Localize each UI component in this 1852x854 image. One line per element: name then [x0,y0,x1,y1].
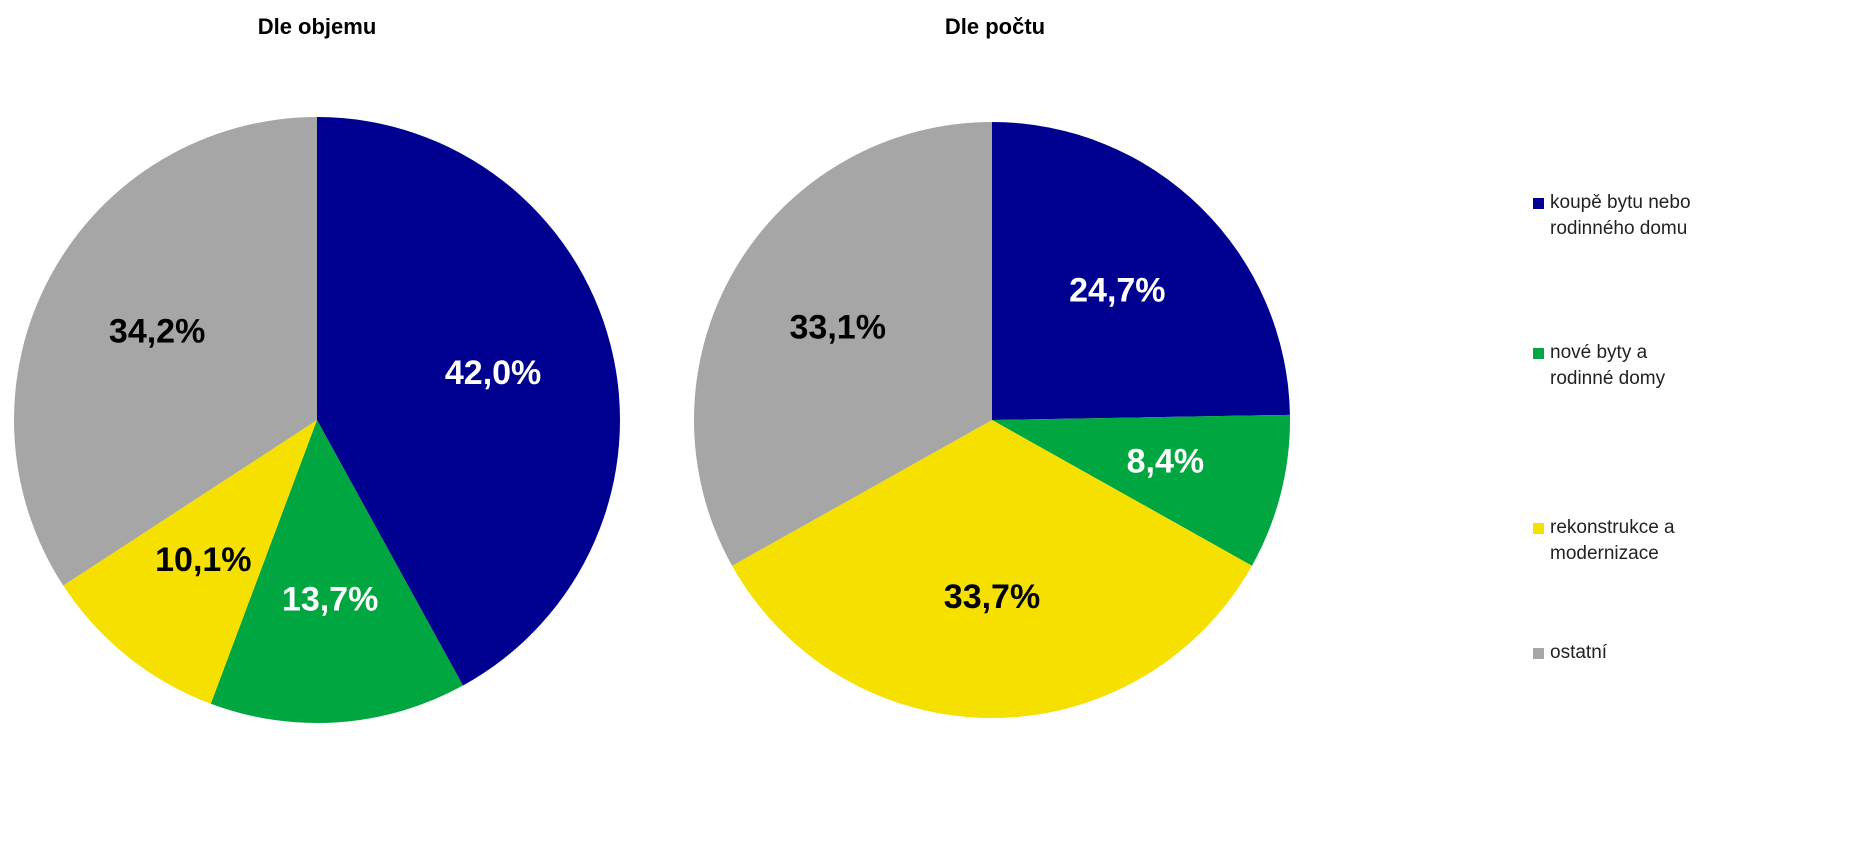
pie-slice [992,122,1290,420]
data-label: 8,4% [1127,443,1205,481]
data-label: 13,7% [282,580,378,618]
legend-label: rekonstrukce a modernizace [1550,517,1675,564]
legend-label: nové byty a rodinné domy [1550,342,1666,389]
legend-label: ostatní [1550,642,1608,663]
pie-slice [13,117,318,586]
data-label: 33,1% [790,309,886,347]
legend-swatch [1533,198,1544,209]
pie-slice [992,414,1290,566]
data-label: 34,2% [109,312,205,350]
data-label: 42,0% [445,354,541,392]
chart-title: Dle objemu [258,14,377,39]
legend-label: koupě bytu nebo rodinného domu [1550,192,1691,239]
legend-swatch [1533,648,1544,659]
chart-title: Dle počtu [945,14,1045,39]
data-label: 33,7% [944,578,1040,616]
pie-slice [693,122,992,566]
data-label: 24,7% [1069,271,1165,309]
legend-swatch [1533,348,1544,359]
data-label: 10,1% [155,541,251,579]
pie-slice [732,420,1252,719]
pie-slice [210,420,463,723]
pie-slice [63,420,317,704]
pie-slice [317,117,621,686]
legend-swatch [1533,523,1544,534]
